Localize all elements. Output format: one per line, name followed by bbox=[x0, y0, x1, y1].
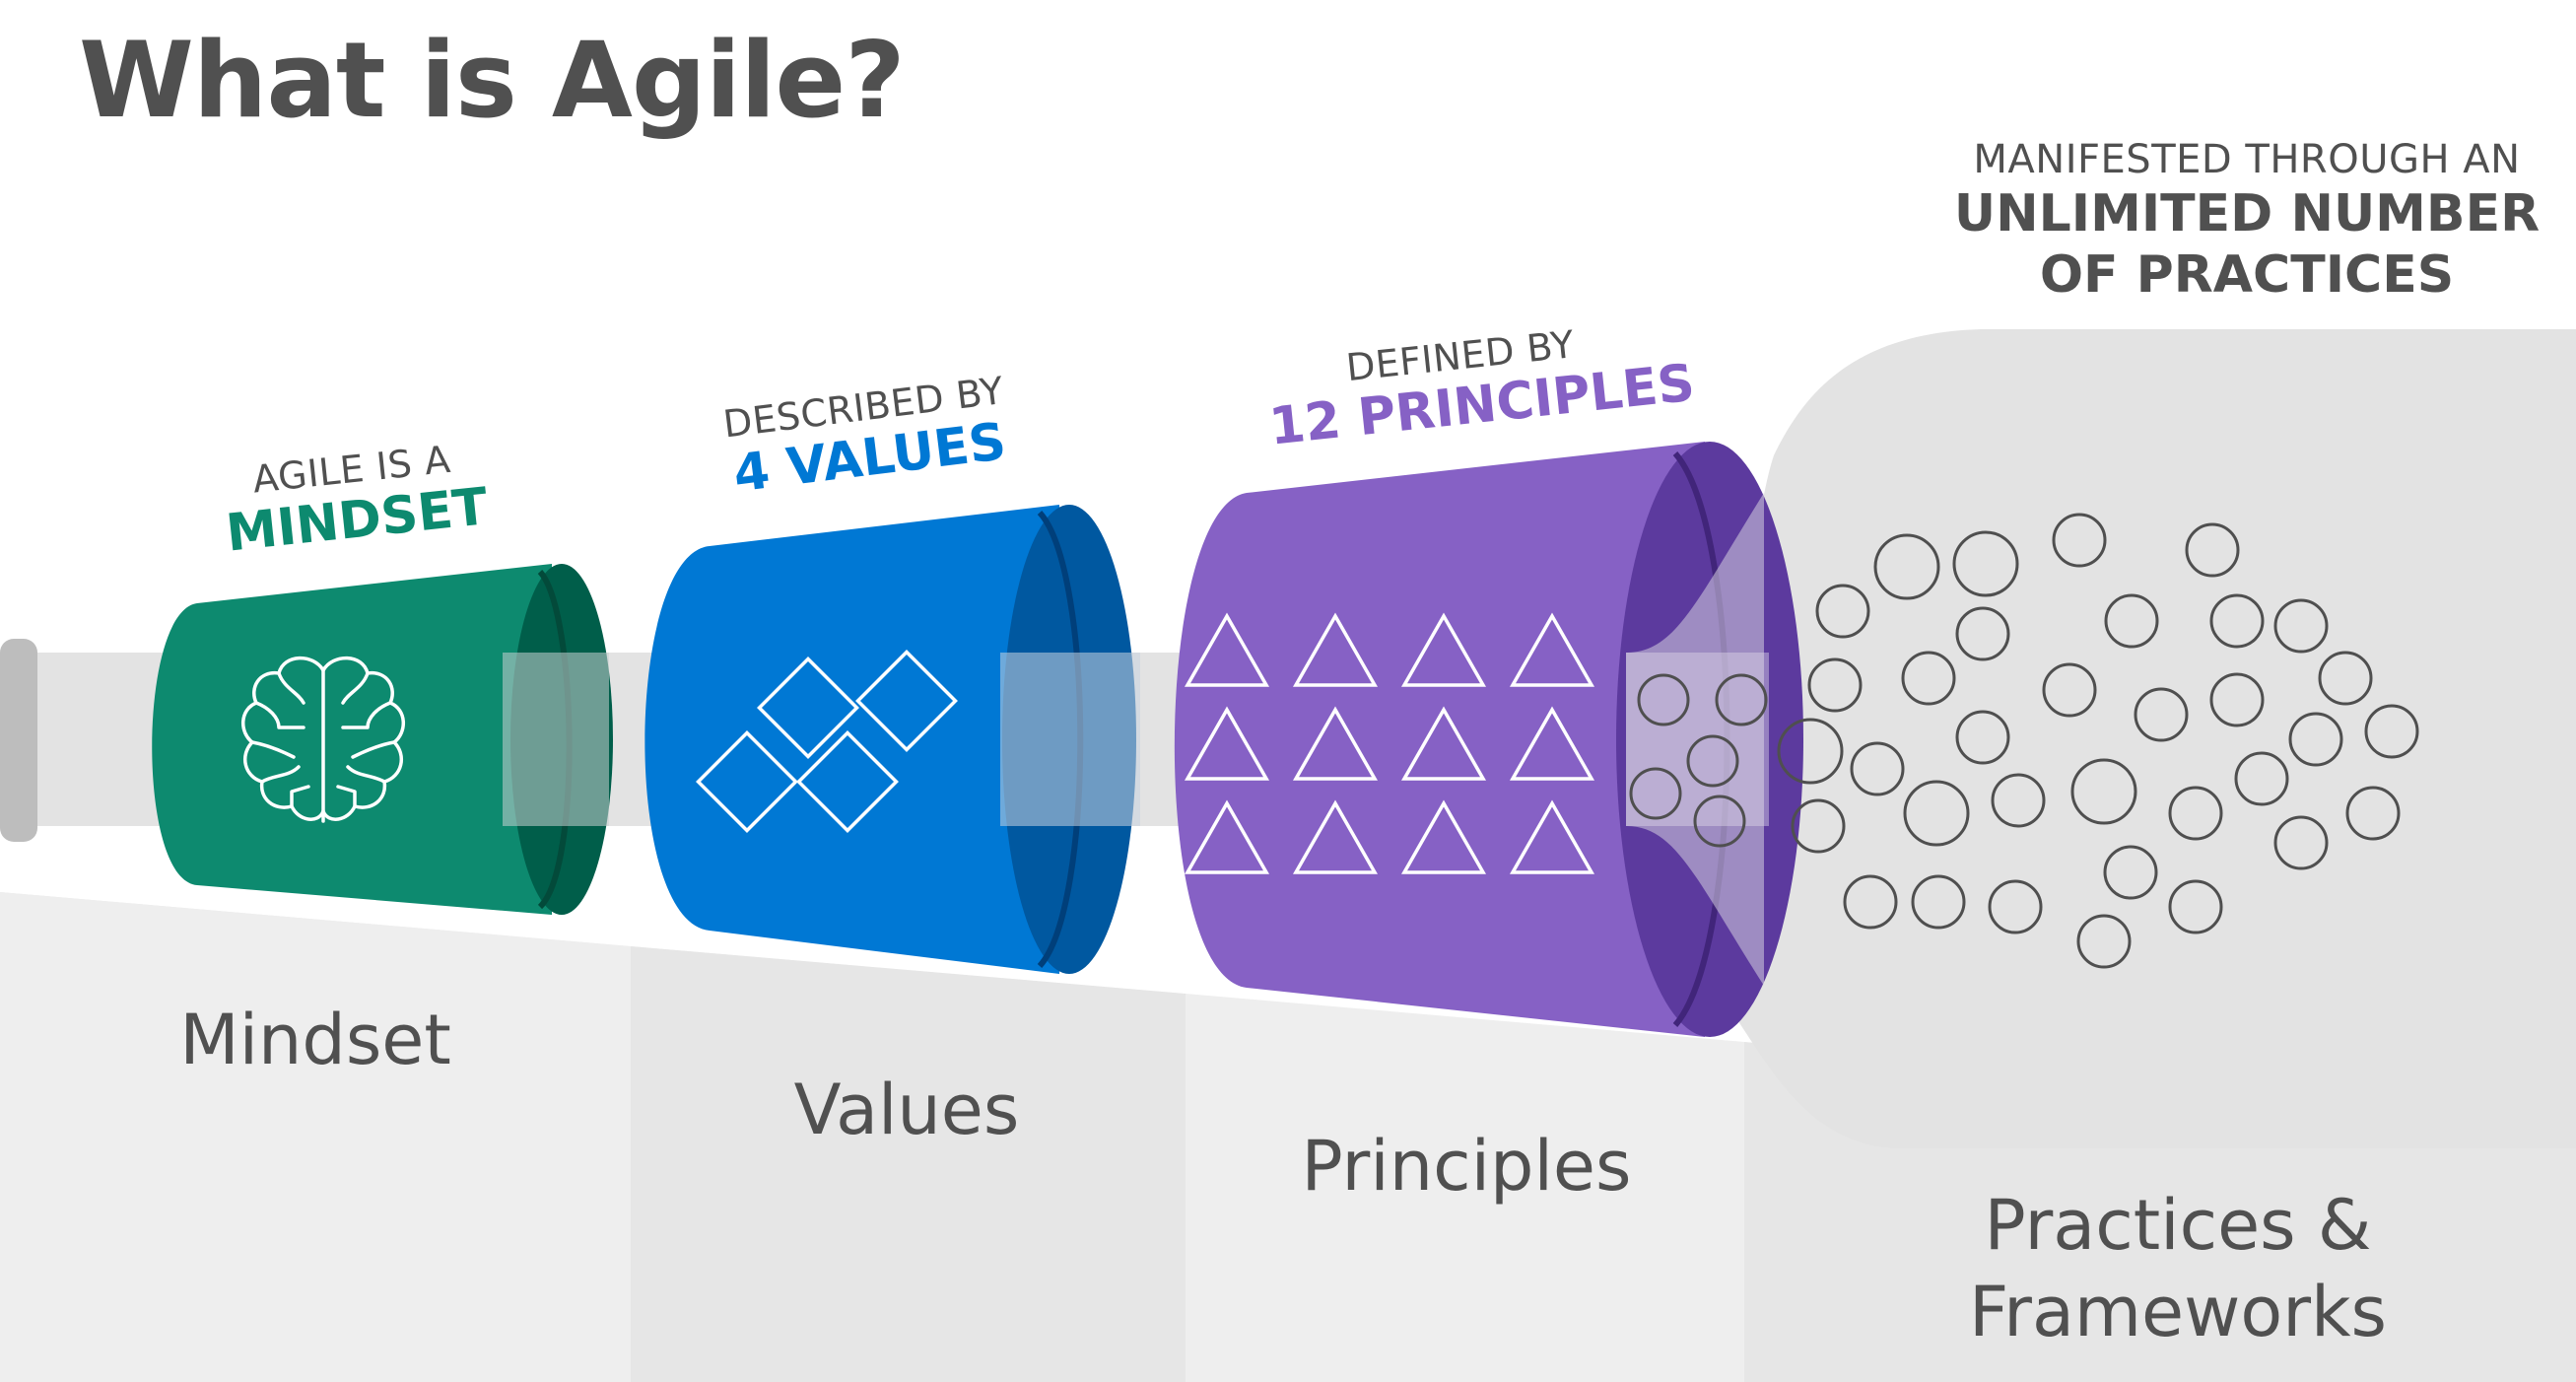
practices-blob bbox=[1704, 329, 2576, 1148]
practices-caption: MANIFESTED THROUGH AN UNLIMITED NUMBER O… bbox=[1951, 136, 2542, 307]
stage-label-values: Values bbox=[793, 1070, 1020, 1150]
brain-icon bbox=[241, 656, 405, 823]
page-title: What is Agile? bbox=[79, 20, 906, 141]
stage-label-principles: Principles bbox=[1301, 1126, 1632, 1207]
pipe-overlay bbox=[503, 493, 1769, 986]
floor-column-values bbox=[631, 946, 1186, 1382]
practices-caption-big-2: OF PRACTICES bbox=[2039, 245, 2455, 306]
floor-column-mindset bbox=[0, 892, 631, 1382]
floor-column-principles bbox=[1186, 994, 1744, 1382]
stage-label-practices: Practices & Frameworks bbox=[1882, 1183, 2474, 1355]
practices-caption-small: MANIFESTED THROUGH AN bbox=[1973, 137, 2521, 182]
triangle-icon bbox=[1184, 612, 1595, 874]
pipe-cap bbox=[0, 639, 37, 842]
floor bbox=[0, 892, 2576, 1382]
diamond-icon bbox=[696, 650, 958, 833]
circle-icon bbox=[1629, 513, 2419, 969]
stage-label-practices-line1: Practices & bbox=[1984, 1185, 2372, 1266]
stage-label-mindset: Mindset bbox=[179, 1000, 451, 1080]
stage-label-practices-line2: Frameworks bbox=[1969, 1271, 2387, 1352]
practices-caption-big-1: UNLIMITED NUMBER bbox=[1953, 184, 2541, 243]
